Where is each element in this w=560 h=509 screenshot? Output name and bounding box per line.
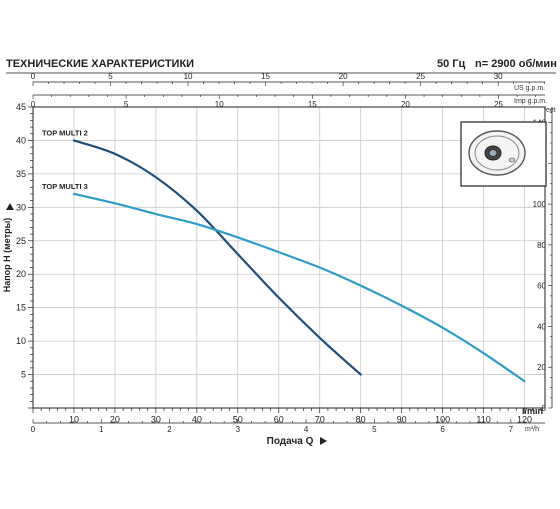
y-tick-label: 30 <box>16 202 26 212</box>
series-top-multi-3-line <box>72 192 526 383</box>
x-tick-label: 40 <box>192 414 202 424</box>
m3h-tick-label: 4 <box>304 425 309 434</box>
y-tick-label: 35 <box>16 169 26 179</box>
us-gpm-tick-label: 0 <box>31 72 36 81</box>
y-axis-arrow-icon <box>6 203 14 210</box>
feet-tick-label: 0 <box>542 404 547 413</box>
flow-m3h-unit: m³/h <box>525 426 539 433</box>
series-top-multi-2-line <box>72 139 362 376</box>
y-tick-label: 10 <box>16 336 26 346</box>
plot-frame <box>28 81 553 424</box>
x-tick-label: 90 <box>397 414 407 424</box>
imp-gpm-unit: Imp g.p.m. <box>514 98 547 105</box>
x-axis-arrow-icon <box>320 437 327 445</box>
y-tick-label: 45 <box>16 102 26 112</box>
imp-gpm-tick-label: 10 <box>215 100 224 109</box>
speed-label: n= 2900 об/мин <box>475 58 557 70</box>
m3h-tick-label: 1 <box>99 425 104 434</box>
x-tick-label: 50 <box>233 414 243 424</box>
m3h-tick-label: 3 <box>236 425 241 434</box>
us-gpm-unit: US g.p.m. <box>514 85 545 92</box>
us-gpm-tick-label: 10 <box>184 72 193 81</box>
feet-tick-label: 100 <box>533 200 547 209</box>
m3h-tick-label: 0 <box>31 425 36 434</box>
data-series <box>72 139 526 383</box>
y-tick-label: 5 <box>21 370 26 380</box>
x-tick-label: 120 <box>517 414 532 424</box>
y-tick-label: 40 <box>16 135 26 145</box>
x-tick-label: 110 <box>476 414 490 424</box>
x-tick-label: 10 <box>69 414 79 424</box>
x-tick-label: 80 <box>356 414 366 424</box>
pump-impeller-icon <box>468 130 526 176</box>
x-tick-label: 70 <box>315 414 325 424</box>
frequency-label: 50 Гц <box>437 58 466 70</box>
m3h-tick-label: 5 <box>372 425 377 434</box>
x-tick-label: 100 <box>435 414 450 424</box>
x-tick-label: 30 <box>151 414 161 424</box>
imp-gpm-tick-label: 20 <box>401 100 410 109</box>
imp-gpm-tick-label: 0 <box>31 100 36 109</box>
m3h-tick-label: 7 <box>509 425 514 434</box>
imp-gpm-tick-label: 5 <box>124 100 129 109</box>
y-tick-label: 25 <box>16 236 26 246</box>
series-top-multi-3-label: TOP MULTI 3 <box>42 182 88 191</box>
m3h-tick-label: 6 <box>440 425 445 434</box>
series-labels: TOP MULTI 2 TOP MULTI 3 <box>42 128 88 191</box>
us-gpm-tick-label: 30 <box>494 72 503 81</box>
m3h-tick-label: 2 <box>167 425 172 434</box>
series-top-multi-2-label: TOP MULTI 2 <box>42 128 88 137</box>
plot-border <box>32 106 546 409</box>
y-tick-label: 20 <box>16 269 26 279</box>
us-gpm-tick-label: 5 <box>108 72 113 81</box>
feet-tick-label: 80 <box>537 241 546 250</box>
us-gpm-tick-label: 25 <box>416 72 425 81</box>
pump-inset <box>460 121 547 187</box>
y-axis-title: Напор H (метры) <box>2 218 12 293</box>
x-tick-label: 60 <box>274 414 284 424</box>
imp-gpm-tick-label: 15 <box>308 100 317 109</box>
us-gpm-tick-label: 20 <box>339 72 348 81</box>
feet-tick-label: 20 <box>537 363 546 372</box>
feet-tick-label: 60 <box>537 282 546 291</box>
tick-labels: 10 20 30 40 50 60 70 80 90 100 110 1205101520253035… <box>16 72 547 434</box>
x-tick-label: 20 <box>110 414 120 424</box>
feet-tick-label: 40 <box>537 322 546 331</box>
y-tick-label: 15 <box>16 303 26 313</box>
x-axis-title: Подача Q <box>267 436 314 447</box>
us-gpm-tick-label: 15 <box>261 72 270 81</box>
chart-title: ТЕХНИЧЕСКИЕ ХАРАКТЕРИСТИКИ <box>6 58 194 70</box>
imp-gpm-tick-label: 25 <box>494 100 503 109</box>
feet-unit: feet <box>544 107 556 114</box>
